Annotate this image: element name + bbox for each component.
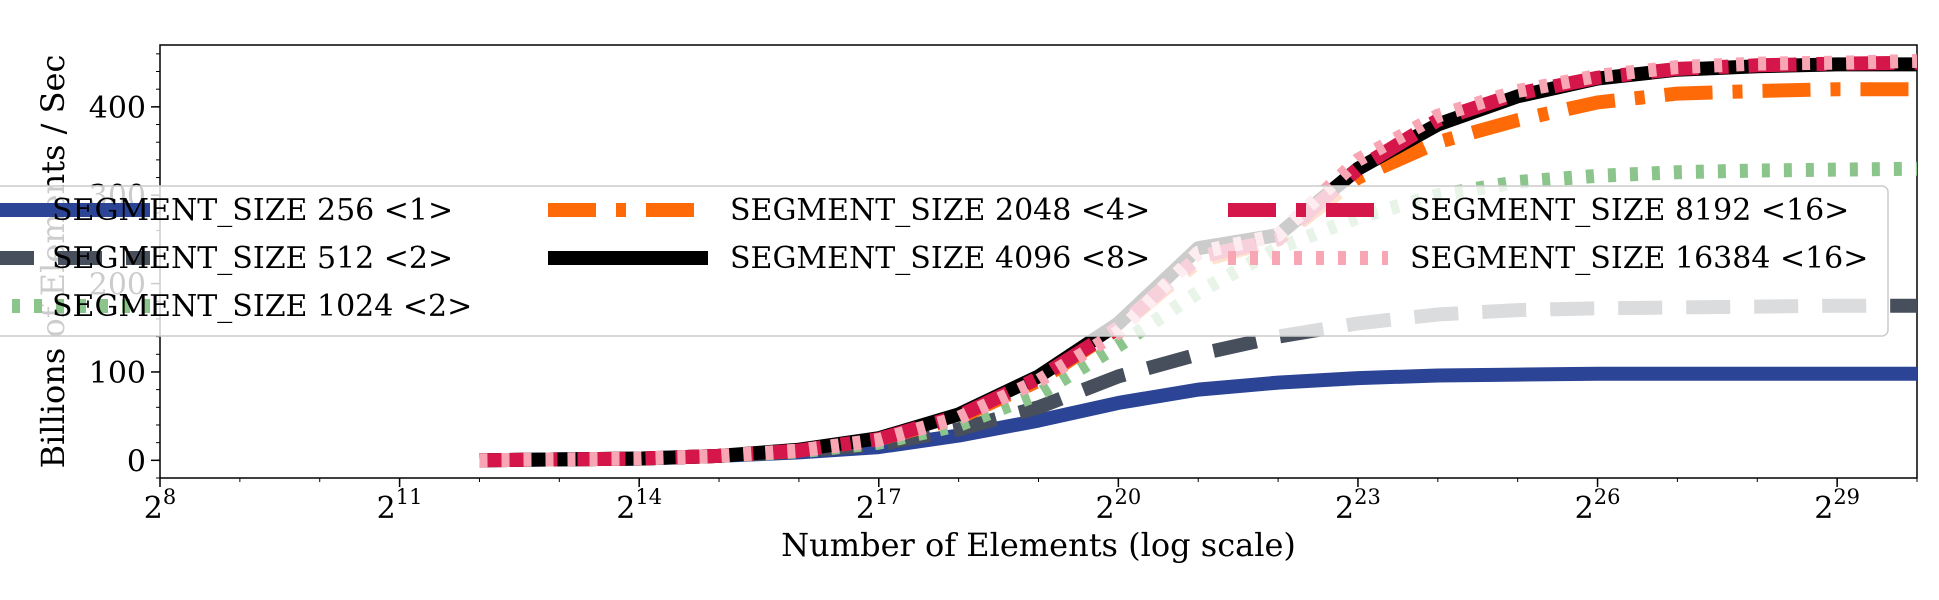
legend-label-2: SEGMENT_SIZE 512 <2> bbox=[52, 241, 453, 276]
legend: SEGMENT_SIZE 256 <1> SEGMENT_SIZE 512 <2>… bbox=[0, 185, 1889, 337]
legend-label-7: SEGMENT_SIZE 16384 <16> bbox=[1410, 241, 1868, 276]
x-tick-label: 229 bbox=[1814, 485, 1860, 526]
y-tick-label: 100 bbox=[89, 356, 146, 391]
x-tick-exponent: 29 bbox=[1833, 485, 1860, 509]
legend-label-4: SEGMENT_SIZE 2048 <4> bbox=[730, 193, 1150, 228]
series-line-3 bbox=[479, 161, 1917, 468]
x-tick-exponent: 20 bbox=[1115, 485, 1142, 509]
x-tick-label: 217 bbox=[856, 485, 902, 526]
legend-label-5: SEGMENT_SIZE 4096 <8> bbox=[730, 241, 1150, 276]
x-tick-base: 2 bbox=[856, 491, 875, 526]
legend-label-6: SEGMENT_SIZE 8192 <16> bbox=[1410, 193, 1849, 228]
legend-box bbox=[0, 185, 1889, 337]
x-tick-exponent: 23 bbox=[1354, 485, 1381, 509]
x-tick-base: 2 bbox=[144, 491, 163, 526]
x-tick-base: 2 bbox=[1095, 491, 1114, 526]
x-tick-base: 2 bbox=[1335, 491, 1354, 526]
x-tick-exponent: 8 bbox=[163, 485, 176, 509]
x-tick-exponent: 17 bbox=[875, 485, 902, 509]
x-tick-label: 214 bbox=[616, 485, 662, 526]
x-tick-base: 2 bbox=[377, 491, 396, 526]
legend-label-1: SEGMENT_SIZE 256 <1> bbox=[52, 193, 453, 228]
x-tick-label: 220 bbox=[1095, 485, 1141, 526]
x-tick-base: 2 bbox=[1575, 491, 1594, 526]
x-tick-exponent: 11 bbox=[396, 485, 423, 509]
x-tick-exponent: 26 bbox=[1594, 485, 1621, 509]
legend-label-3: SEGMENT_SIZE 1024 <2> bbox=[52, 289, 472, 324]
x-tick-label: 223 bbox=[1335, 485, 1381, 526]
y-tick-label: 400 bbox=[89, 91, 146, 126]
x-axis-label: Number of Elements (log scale) bbox=[781, 526, 1296, 564]
x-tick-label: 226 bbox=[1575, 485, 1621, 526]
x-tick-label: 211 bbox=[377, 485, 423, 526]
x-tick-exponent: 14 bbox=[635, 485, 662, 509]
x-tick-base: 2 bbox=[616, 491, 635, 526]
y-tick-label: 0 bbox=[127, 444, 146, 479]
series-line-1 bbox=[479, 366, 1917, 468]
x-tick-label: 28 bbox=[144, 485, 176, 526]
x-tick-base: 2 bbox=[1814, 491, 1833, 526]
